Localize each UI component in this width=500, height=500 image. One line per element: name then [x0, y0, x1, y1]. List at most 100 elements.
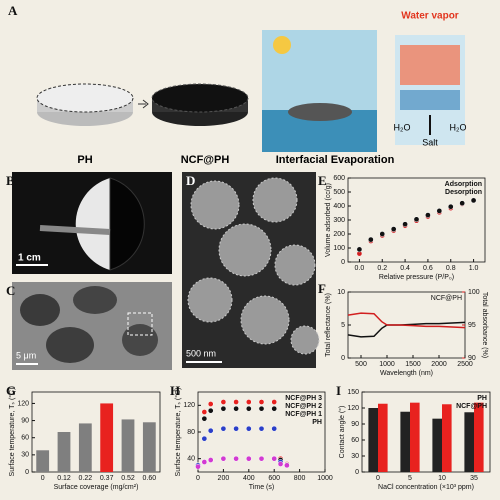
x-tick-label: 10	[438, 475, 446, 482]
y-tick-label: 40	[187, 456, 195, 463]
panel-label: I	[336, 383, 341, 398]
point	[271, 425, 278, 432]
point	[195, 463, 201, 470]
plot-frame	[361, 391, 491, 473]
panel-label: F	[318, 281, 326, 296]
panel-label: E	[318, 173, 327, 188]
bar	[121, 419, 135, 472]
point	[277, 461, 284, 467]
x-tick-label: 0.2	[377, 265, 387, 272]
y-axis-label: Surface temperature, Tₛ (°C)	[8, 388, 16, 477]
point	[284, 462, 290, 469]
x-tick-label: 0	[41, 475, 45, 482]
bar	[142, 422, 156, 472]
y-tick-label: 120	[183, 402, 195, 409]
point	[379, 231, 386, 237]
y-axis-label: Contact angle (°)	[338, 406, 346, 459]
point	[258, 405, 265, 412]
x-tick-label: 0.37	[100, 475, 114, 482]
x-tick-label: 0.6	[423, 265, 433, 272]
y-tick-label: 5	[341, 322, 345, 329]
point	[220, 399, 227, 405]
y-tick-label: 100	[333, 245, 345, 252]
point	[271, 405, 278, 412]
bar	[410, 402, 420, 472]
legend-entry: PH	[477, 395, 487, 402]
point	[207, 407, 214, 414]
bar	[78, 423, 92, 472]
y-tick-label: 150	[347, 389, 359, 396]
point	[258, 399, 265, 405]
point	[447, 203, 454, 210]
panel-label: C	[6, 283, 15, 298]
legend-entry: NCF@PH 1	[285, 411, 322, 418]
y-tick-label: 30	[21, 452, 29, 459]
point	[470, 197, 477, 204]
y-tick-label: 0	[341, 355, 345, 362]
point	[233, 455, 239, 462]
y-tick-label: 120	[17, 400, 29, 407]
bar	[36, 450, 50, 472]
point	[425, 212, 431, 218]
legend-entry: NCF@PH 3	[285, 395, 322, 402]
panel-label: A	[8, 3, 18, 18]
point	[207, 427, 214, 434]
line	[347, 321, 466, 338]
x-tick-label: 800	[294, 475, 306, 482]
bar	[400, 411, 410, 472]
x-tick-label: 0.60	[143, 475, 157, 482]
x-tick-label: 2000	[431, 361, 447, 368]
plot-frame	[31, 391, 161, 473]
x-tick-label: 1500	[405, 361, 421, 368]
caption: Interfacial Evaporation	[276, 154, 395, 166]
legend-title: NCF@PH	[431, 295, 462, 302]
y2-tick-label: 100	[468, 289, 480, 296]
x-tick-label: 0	[196, 475, 200, 482]
x-tick-label: 0.8	[446, 265, 456, 272]
point	[390, 226, 397, 232]
y-axis-label: Total reflectance (%)	[325, 293, 332, 357]
x-tick-label: 1.0	[469, 265, 479, 272]
point	[233, 425, 239, 432]
x-tick-label: 0.4	[400, 265, 410, 272]
y-tick-label: 500	[333, 189, 345, 196]
y-tick-label: 80	[187, 429, 195, 436]
y-tick-label: 300	[333, 217, 345, 224]
point	[220, 405, 227, 412]
bar	[464, 412, 474, 472]
point	[201, 435, 208, 442]
y2-axis-label: Total absorbance (%)	[481, 292, 488, 358]
h2o-label: H₂O	[394, 122, 411, 132]
y-tick-label: 600	[333, 175, 345, 182]
bar	[378, 403, 388, 472]
y-tick-label: 0	[25, 469, 29, 476]
scale-bar: 1 cm	[18, 253, 41, 264]
point	[459, 200, 466, 207]
scale-bar: 500 nm	[186, 348, 216, 358]
y-axis-label: Volume adsorbed (cc/g)	[325, 183, 332, 257]
bar	[474, 402, 484, 472]
point	[207, 457, 214, 463]
point	[233, 399, 239, 405]
point	[220, 425, 227, 432]
y-tick-label: 60	[21, 435, 29, 442]
x-axis-label: Surface coverage (mg/cm²)	[54, 484, 139, 491]
y-axis-label: Surface temperature, Tₛ (°C)	[174, 388, 182, 477]
y-tick-label: 400	[333, 203, 345, 210]
legend-entry: NCF@PH 2	[285, 403, 322, 410]
point	[233, 405, 239, 412]
y-tick-label: 120	[347, 405, 359, 412]
point	[413, 216, 420, 223]
point	[402, 221, 408, 228]
bar	[442, 404, 452, 472]
point	[245, 399, 252, 405]
y-tick-label: 90	[21, 417, 29, 424]
x-tick-label: 0.52	[121, 475, 135, 482]
panel-label: H	[170, 383, 180, 398]
line	[347, 312, 466, 329]
x-axis-label: Time (s)	[249, 484, 274, 491]
bar	[368, 408, 378, 472]
legend-entry: NCF@PH	[456, 403, 487, 410]
legend-entry: PH	[312, 419, 322, 426]
point	[201, 459, 208, 465]
